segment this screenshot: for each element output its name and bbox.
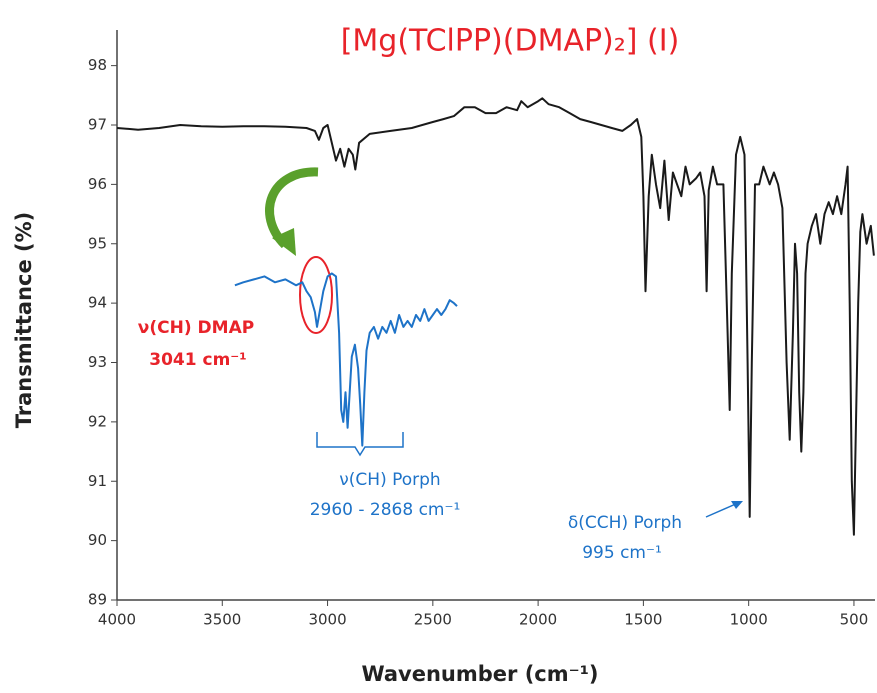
x-tick-label: 4000 [98, 611, 136, 629]
y-tick-label: 97 [88, 116, 107, 134]
y-tick-label: 91 [88, 472, 107, 490]
annotation: δ(CCH) Porph [568, 513, 682, 533]
y-tick-label: 98 [88, 56, 107, 74]
spectrum-line [234, 272, 458, 447]
x-tick-label: 2500 [414, 611, 452, 629]
annotation: 995 cm⁻¹ [582, 543, 662, 563]
y-tick-label: 93 [88, 353, 107, 371]
y-tick-label: 89 [88, 591, 107, 609]
x-tick-label: 2000 [519, 611, 557, 629]
x-tick-label: 500 [840, 611, 869, 629]
annotation: 3041 cm⁻¹ [149, 350, 246, 370]
x-axis-title: Wavenumber (cm⁻¹) [361, 662, 598, 686]
spectrum-line [116, 97, 875, 536]
bracket [316, 432, 404, 457]
zoom-arrowhead [272, 228, 296, 256]
zoom-arrow [265, 167, 319, 249]
annotation: ν(CH) Porph [339, 470, 440, 490]
highlight-ellipse [299, 256, 333, 334]
y-tick-label: 94 [88, 294, 107, 312]
x-tick-label: 3500 [203, 611, 241, 629]
y-axis-title: Transmittance (%) [12, 212, 36, 429]
annotation: ν(CH) DMAP [138, 318, 254, 338]
x-tick-label: 3000 [308, 611, 346, 629]
pointer-arrowhead [731, 501, 743, 509]
pointer-arrow [705, 502, 739, 518]
annotation: 2960 - 2868 cm⁻¹ [310, 500, 461, 520]
y-tick-label: 95 [88, 234, 107, 252]
chart-title: [Mg(TClPP)(DMAP)₂] (I) [341, 24, 680, 59]
x-tick-label: 1500 [624, 611, 662, 629]
y-tick-label: 92 [88, 412, 107, 430]
y-tick-label: 96 [88, 175, 107, 193]
y-tick-label: 90 [88, 531, 107, 549]
x-tick-label: 1000 [730, 611, 768, 629]
